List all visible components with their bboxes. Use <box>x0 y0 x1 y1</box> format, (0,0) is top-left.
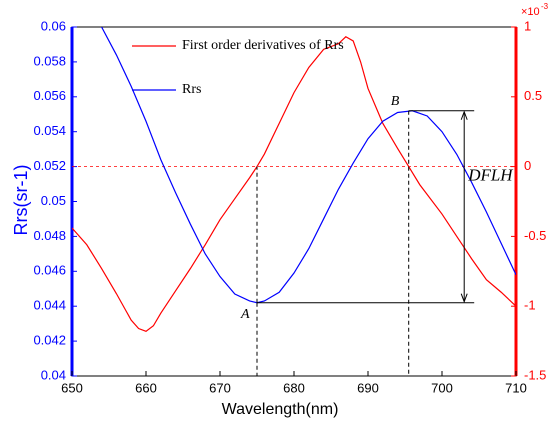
y2-tick-label: -0.5 <box>524 228 546 243</box>
x-tick-label: 700 <box>431 380 453 395</box>
series-line <box>101 27 516 304</box>
y2-scale-base: ×10 <box>521 6 540 18</box>
x-tick-label: 660 <box>135 380 157 395</box>
y-tick-label: 0.044 <box>33 298 66 313</box>
arrow-head <box>460 293 468 304</box>
x-tick-label: 690 <box>357 380 379 395</box>
y-tick-label: 0.048 <box>33 228 66 243</box>
annotation: A <box>240 307 250 322</box>
y2-tick-label: 0 <box>524 158 531 173</box>
y-tick-label: 0.052 <box>33 158 66 173</box>
x-tick-label: 680 <box>283 380 305 395</box>
dflh-label: DFLH <box>467 166 514 185</box>
y-tick-label: 0.058 <box>33 53 66 68</box>
plot-frame <box>71 26 517 377</box>
y-tick-label: 0.05 <box>41 193 66 208</box>
y2-tick-label: 1 <box>524 18 531 33</box>
y-axis-label: Rrs(sr-1) <box>11 165 31 236</box>
x-tick-label: 650 <box>61 380 83 395</box>
y2-tick-label: -1 <box>524 298 536 313</box>
arrow-head <box>460 110 468 120</box>
y2-scale-exp: -3 <box>541 2 549 11</box>
y-tick-label: 0.06 <box>41 18 66 33</box>
y-tick-label: 0.04 <box>41 367 66 382</box>
y-tick-label: 0.042 <box>33 333 66 348</box>
y2-tick-label: -1.5 <box>524 367 546 382</box>
x-axis-label: Wavelength(nm) <box>222 401 339 418</box>
x-tick-label: 710 <box>505 380 527 395</box>
y-tick-label: 0.054 <box>33 123 66 138</box>
series-line <box>72 36 516 333</box>
legend-label: Rrs <box>182 82 201 97</box>
x-tick-label: 670 <box>209 380 231 395</box>
y-tick-label: 0.046 <box>33 263 66 278</box>
y2-tick-label: 0.5 <box>524 88 542 103</box>
legend-label: First order derivatives of Rrs <box>182 38 344 53</box>
y-tick-label: 0.056 <box>33 88 66 103</box>
annotation: B <box>391 94 400 109</box>
